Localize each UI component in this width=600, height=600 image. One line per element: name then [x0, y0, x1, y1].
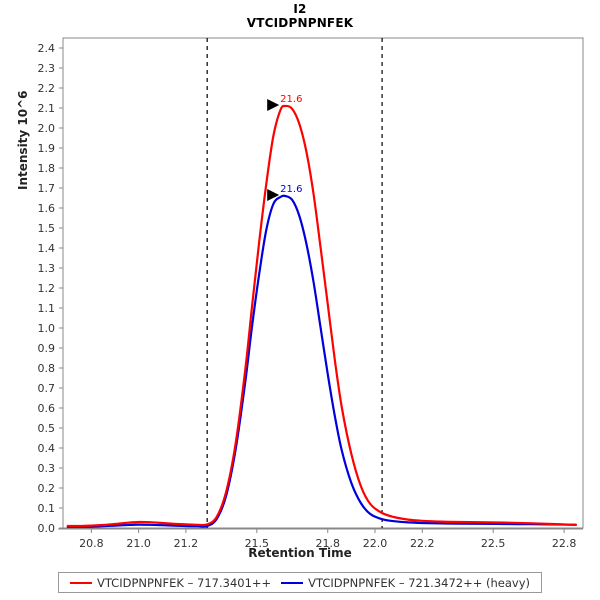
chart-subtitle: VTCIDPNPNFEK [246, 16, 354, 30]
x-tick-label: 21.8 [315, 537, 340, 550]
y-tick-label: 1.2 [38, 282, 56, 295]
x-tick-label: 21.2 [174, 537, 199, 550]
integration-boundaries-layer [206, 38, 383, 528]
chart-title-block: I2 VTCIDPNPNFEK [0, 2, 600, 30]
peak-rt-annotation: 21.6 [280, 94, 302, 105]
peak-apex-marker-icon [267, 99, 280, 111]
x-axis-label: Retention Time [248, 546, 352, 560]
y-tick-label: 2.4 [38, 42, 56, 55]
ticks-layer: 0.0 0.1 0.2 0.3 0.4 0.5 0.6 0.7 0.8 0.9 1.0 1.1 1.2 1… [38, 42, 583, 550]
y-tick-label: 0.9 [38, 342, 56, 355]
peak-annotations-layer: 21.6 21.6 [267, 94, 302, 201]
y-tick-label: 0.6 [38, 402, 56, 415]
y-tick-label: 0.1 [38, 502, 56, 515]
plot-frame [62, 37, 584, 529]
y-tick-label: 1.5 [38, 222, 56, 235]
legend-label-light: VTCIDPNPNFEK – 717.3401++ [96, 575, 272, 590]
y-tick-label: 2.1 [38, 102, 56, 115]
y-tick-label: 1.9 [38, 142, 56, 155]
x-tick-label: 21.0 [126, 537, 151, 550]
y-tick-label: 0.0 [38, 522, 56, 535]
legend-entry-light[interactable]: VTCIDPNPNFEK – 717.3401++ [69, 575, 272, 590]
x-tick-label: 22.2 [410, 537, 435, 550]
y-tick-label: 2.0 [38, 122, 56, 135]
legend: VTCIDPNPNFEK – 717.3401++ VTCIDPNPNFEK –… [58, 572, 542, 593]
x-tick-label: 22.0 [363, 537, 388, 550]
series-layer [66, 104, 578, 528]
peak-rt-annotation: 21.6 [280, 184, 302, 195]
legend-entry-heavy[interactable]: VTCIDPNPNFEK – 721.3472++ (heavy) [281, 576, 530, 590]
x-tick-label: 22.5 [481, 537, 506, 550]
peak-apex-marker-icon [267, 189, 280, 201]
y-tick-label: 1.6 [38, 202, 56, 215]
legend-swatch-heavy [281, 581, 304, 584]
page-title: I2 [293, 2, 307, 16]
y-tick-label: 0.5 [38, 422, 56, 435]
y-tick-label: 0.2 [38, 482, 56, 495]
series-line [66, 104, 578, 528]
x-tick-label: 22.8 [552, 537, 577, 550]
series-line [66, 194, 578, 528]
y-tick-label: 1.8 [38, 162, 56, 175]
y-axis-label: Intensity 10^6 [16, 90, 30, 190]
y-tick-label: 1.0 [38, 322, 56, 335]
y-tick-label: 1.4 [38, 242, 56, 255]
y-tick-label: 0.4 [38, 442, 56, 455]
y-tick-label: 0.7 [38, 382, 56, 395]
y-tick-label: 0.3 [38, 462, 56, 475]
y-tick-label: 0.8 [38, 362, 56, 375]
axes-layer [62, 37, 584, 529]
legend-swatch-light [69, 581, 92, 584]
y-tick-label: 1.1 [38, 302, 56, 315]
x-tick-label: 20.8 [79, 537, 104, 550]
legend-label-heavy: VTCIDPNPNFEK – 721.3472++ (heavy) [308, 575, 531, 590]
y-tick-label: 1.7 [38, 182, 56, 195]
y-tick-label: 2.3 [38, 62, 56, 75]
y-tick-label: 2.2 [38, 82, 56, 95]
x-tick-label: 21.5 [245, 537, 270, 550]
y-tick-label: 1.3 [38, 262, 56, 275]
